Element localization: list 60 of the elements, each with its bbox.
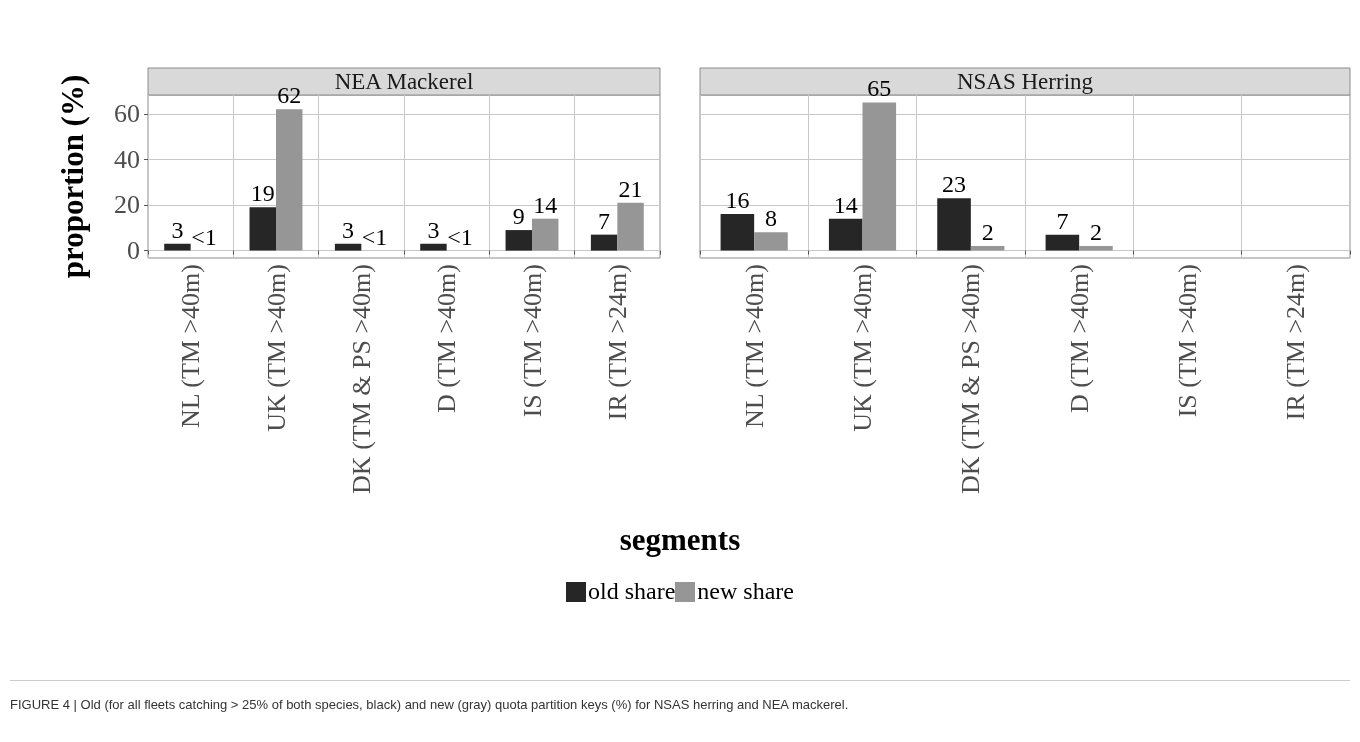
bar xyxy=(590,234,618,251)
x-tick-label: D (TM >40m) xyxy=(432,264,462,413)
bar xyxy=(1079,246,1113,251)
data-label: <1 xyxy=(447,223,473,250)
bar xyxy=(1045,234,1080,251)
data-label: 62 xyxy=(277,82,302,109)
x-tick-label: DK (TM & PS >40m) xyxy=(346,264,376,494)
data-label: 3 xyxy=(427,216,440,243)
bar xyxy=(334,243,362,251)
bar xyxy=(276,109,303,251)
data-label: 2 xyxy=(981,219,994,246)
data-label: 16 xyxy=(725,187,750,214)
data-label: 23 xyxy=(942,171,967,198)
bar xyxy=(164,243,191,251)
x-tick-label: IR (TM >24m) xyxy=(602,264,632,421)
data-label: 14 xyxy=(533,191,558,218)
x-axis-title: segments xyxy=(618,522,742,558)
data-label: 21 xyxy=(618,175,643,202)
data-label: 8 xyxy=(764,205,777,232)
data-label: 2 xyxy=(1089,219,1102,246)
y-tick-label: 20 xyxy=(114,190,140,220)
data-label: 7 xyxy=(598,207,611,234)
bar xyxy=(937,198,971,251)
data-label: 3 xyxy=(171,216,184,243)
data-label: 9 xyxy=(512,203,525,230)
caption: FIGURE 4 | Old (for all fleets catching > 25% of both species, black) and new (gray) quota partition keys (%) for NSAS herring and NEA mackerel. xyxy=(10,680,1350,712)
bar xyxy=(420,243,447,251)
data-label: 7 xyxy=(1056,207,1069,234)
data-label: 3 xyxy=(342,216,355,243)
bar xyxy=(249,207,276,251)
bar xyxy=(754,232,788,251)
x-tick-label: IR (TM >24m) xyxy=(1281,264,1311,421)
y-tick-label: 0 xyxy=(127,236,140,266)
legend-label: old share xyxy=(588,578,676,605)
x-tick-label: UK (TM >40m) xyxy=(261,264,291,432)
bar xyxy=(828,218,863,251)
x-tick-label: DK (TM & PS >40m) xyxy=(956,264,986,494)
x-tick-label: UK (TM >40m) xyxy=(848,264,877,432)
bar xyxy=(720,214,755,251)
data-label: 65 xyxy=(867,75,892,102)
y-tick-label: 40 xyxy=(114,144,140,174)
data-label: <1 xyxy=(361,223,388,250)
data-label: <1 xyxy=(191,223,217,250)
bar xyxy=(505,230,532,251)
bar xyxy=(617,202,644,251)
bar xyxy=(970,246,1005,251)
x-tick-label: NL (TM >40m) xyxy=(176,264,206,428)
data-label: 14 xyxy=(833,191,858,218)
x-tick-label: IS (TM >40m) xyxy=(517,264,547,418)
x-tick-label: D (TM >40m) xyxy=(1064,264,1094,413)
chart-title: NSAS Herring xyxy=(956,69,1094,94)
bar xyxy=(532,218,559,251)
y-tick-label: 60 xyxy=(114,99,140,129)
x-tick-label: NL (TM >40m) xyxy=(739,264,769,428)
x-tick-label: IS (TM >40m) xyxy=(1173,264,1202,418)
data-label: 19 xyxy=(250,180,275,207)
legend-label: new share xyxy=(697,578,794,605)
bar xyxy=(862,102,897,251)
chart-title: NEA Mackerel xyxy=(334,69,474,94)
y-axis-title: proportion (%) xyxy=(55,74,90,279)
